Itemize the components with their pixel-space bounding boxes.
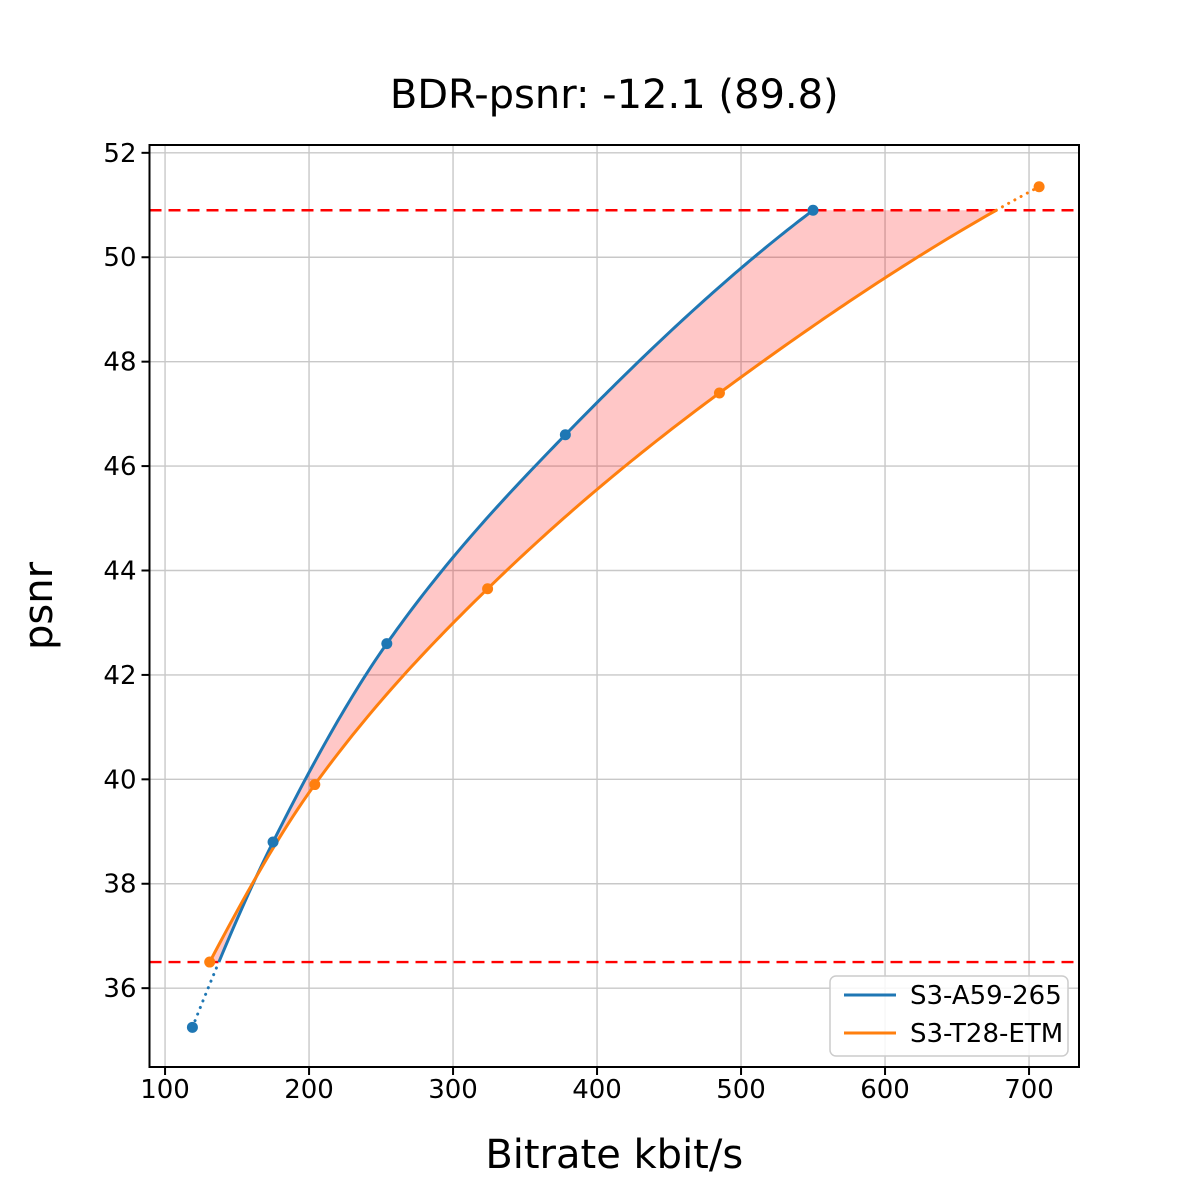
chart-title: BDR-psnr: -12.1 (89.8) — [390, 72, 839, 118]
s3-a59-265-dotted-segment — [190, 960, 221, 1029]
data-point — [559, 429, 571, 441]
legend: S3-A59-265 S3-T28-ETM — [829, 975, 1069, 1057]
data-point — [713, 387, 725, 399]
x-tick-label-500: 500 — [716, 1075, 766, 1105]
axis-ticks — [141, 151, 1031, 1075]
s3-t28-etm-dotted-segment — [994, 185, 1041, 212]
data-point — [309, 779, 321, 791]
y-tick-label-36: 36 — [103, 974, 136, 1004]
x-tick-label-100: 100 — [140, 1075, 190, 1105]
data-point — [267, 836, 279, 848]
data-point — [807, 204, 819, 216]
s3-a59-265-line — [217, 209, 814, 963]
y-tick-label-42: 42 — [103, 661, 136, 691]
x-tick-label-700: 700 — [1004, 1075, 1054, 1105]
y-tick-label-40: 40 — [103, 765, 136, 795]
y-tick-label-44: 44 — [103, 556, 136, 586]
y-tick-label-38: 38 — [103, 870, 136, 900]
x-tick-label-200: 200 — [284, 1075, 334, 1105]
y-tick-label-50: 50 — [103, 243, 136, 273]
x-axis-label: Bitrate kbit/s — [485, 1132, 743, 1178]
data-point — [381, 638, 393, 650]
axis-tick-labels: 100 200 300 400 500 600 700 36 38 40 42 44 46 48 50 52 — [103, 139, 1053, 1105]
data-point — [482, 583, 494, 595]
data-point — [204, 956, 216, 968]
legend-label-series-1: S3-T28-ETM — [910, 1019, 1063, 1049]
y-axis-label: psnr — [16, 561, 62, 650]
overlap-bound-lines — [149, 209, 1079, 964]
bd-fill-region — [209, 210, 997, 963]
x-tick-label-600: 600 — [860, 1075, 910, 1105]
x-tick-label-400: 400 — [572, 1075, 622, 1105]
plot-border — [148, 144, 1080, 1068]
legend-label-series-0: S3-A59-265 — [910, 981, 1062, 1011]
series-curves — [190, 185, 1041, 1029]
y-tick-label-48: 48 — [103, 348, 136, 378]
s3-t28-etm-line — [208, 208, 997, 963]
data-point-markers — [186, 181, 1045, 1033]
gridlines — [149, 145, 1079, 1067]
x-tick-label-300: 300 — [428, 1075, 478, 1105]
y-tick-label-52: 52 — [103, 139, 136, 169]
data-point — [186, 1021, 198, 1033]
data-point — [1033, 181, 1045, 193]
y-tick-label-46: 46 — [103, 452, 136, 482]
